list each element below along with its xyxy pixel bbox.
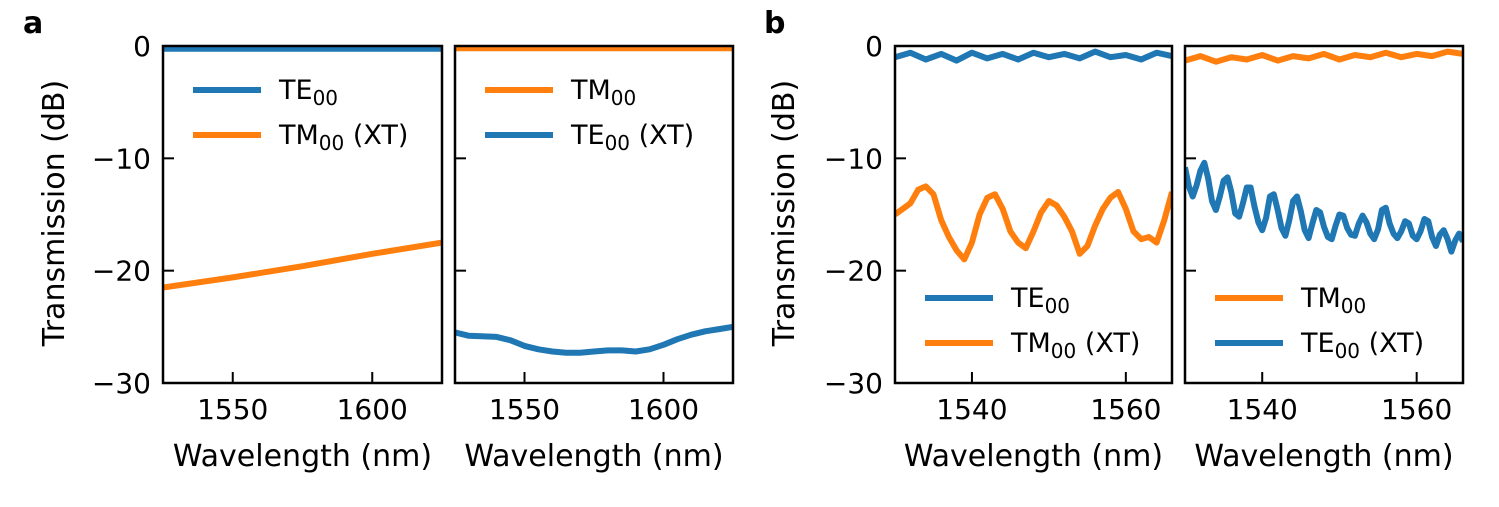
series-line-te00-xt- [455,323,733,356]
y-tick-label: −10 [92,142,151,175]
legend-label: TE [278,75,313,106]
series-group [455,46,733,356]
legend-subscript: 00 [605,131,630,155]
x-tick-label: 1560 [1381,393,1452,426]
y-tick-label: 0 [865,30,883,63]
legend-label: TE [1300,328,1335,359]
series-line-tm00-xt- [163,239,442,291]
x-tick-label: 1600 [628,393,699,426]
x-tick-label: 1540 [1227,393,1298,426]
legend-suffix: (XT) [344,120,408,151]
x-tick-label: 1550 [197,393,268,426]
x-tick-label: 1600 [337,393,408,426]
legend-entry: TM00 (XT) [1010,328,1140,363]
legend-subscript: 00 [1051,339,1076,363]
panel-letter-b: b [764,6,785,41]
x-axis-title: Wavelength (nm) [1194,439,1453,474]
series-group [163,46,442,291]
legend-label: TM [570,75,611,106]
legend-entry: TM00 [1300,283,1366,318]
legend-suffix: (XT) [1076,328,1140,359]
legend-subscript: 00 [611,86,636,110]
legend-entry: TM00 [570,75,636,110]
axes-frame [161,44,444,385]
legend-label: TM [1010,328,1051,359]
legend-label: TM [278,120,319,151]
axes-frame [893,44,1174,385]
axes-frame [453,44,735,385]
panel-letter-a: a [23,6,43,41]
y-tick-label: −20 [824,255,883,288]
x-tick-label: 1550 [489,393,560,426]
legend-entry: TM00 (XT) [278,120,408,155]
legend-subscript: 00 [1341,294,1366,318]
series-line-te00 [895,48,1172,64]
legend-entry: TE00 (XT) [1300,328,1424,363]
x-tick-label: 1560 [1090,393,1161,426]
legend-suffix: (XT) [630,120,694,151]
legend-suffix: (XT) [1360,328,1424,359]
legend-subscript: 00 [319,131,344,155]
axes-frame [1183,44,1465,385]
y-tick-label: −10 [824,142,883,175]
x-axis-title: Wavelength (nm) [904,439,1163,474]
x-axis-title: Wavelength (nm) [464,439,723,474]
ylabel-group-b: Transmission (dB) [767,80,802,347]
legend-subscript: 00 [313,86,338,110]
series-group [895,48,1172,263]
y-tick-label: 0 [133,30,151,63]
y-tick-label: −30 [824,367,883,400]
legend-label: TE [570,120,605,151]
series-group [1185,48,1463,255]
legend-label: TM [1300,283,1341,314]
series-line-te00-xt- [1185,159,1463,255]
legend-label: TE [1010,283,1045,314]
series-line-tm00 [1185,48,1463,65]
series-line-tm00-xt- [895,183,1172,263]
legend-entry: TE00 [278,75,338,110]
x-axis-title: Wavelength (nm) [173,439,432,474]
legend-entry: TE00 (XT) [570,120,694,155]
legend-entry: TE00 [1010,283,1070,318]
legend-subscript: 00 [1335,339,1360,363]
legend-subscript: 00 [1045,294,1070,318]
y-tick-label: −20 [92,255,151,288]
y-tick-label: −30 [92,367,151,400]
ylabel-group-a: Transmission (dB) [37,80,72,347]
x-tick-label: 1540 [936,393,1007,426]
